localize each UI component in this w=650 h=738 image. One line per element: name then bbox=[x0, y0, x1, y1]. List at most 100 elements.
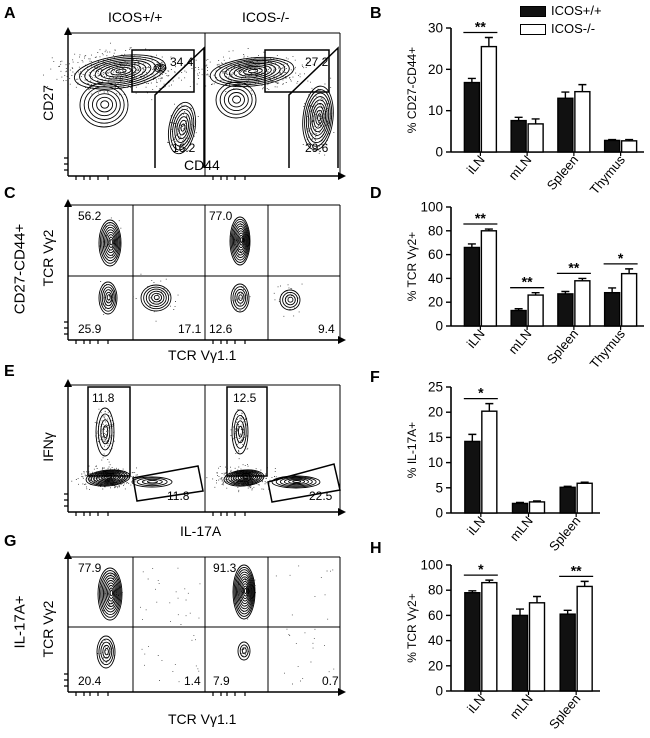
contour-line bbox=[107, 585, 116, 602]
contour-line bbox=[223, 88, 249, 112]
contour-line bbox=[229, 216, 251, 266]
contour-line bbox=[98, 638, 114, 666]
x-tick-label: mLN bbox=[505, 326, 534, 357]
contour-line bbox=[105, 291, 113, 304]
contour-line bbox=[91, 93, 117, 117]
contour-line bbox=[145, 288, 167, 307]
gate-a-ko-top bbox=[264, 49, 330, 93]
y-tick-label: 80 bbox=[428, 583, 443, 598]
contour-line bbox=[148, 290, 165, 305]
contour-line bbox=[219, 59, 286, 84]
y-tick-label: 80 bbox=[428, 223, 443, 238]
quad-value-c-wt-ll: 25.9 bbox=[78, 322, 102, 336]
contour-line bbox=[288, 479, 306, 485]
contour-line bbox=[279, 289, 301, 311]
gate-value-e-ko-top: 12.5 bbox=[233, 391, 257, 405]
bar-ko bbox=[527, 123, 544, 153]
contour-line bbox=[102, 577, 119, 610]
contour-line bbox=[79, 82, 129, 128]
contour-line bbox=[243, 67, 263, 75]
significance-label: * bbox=[618, 250, 624, 266]
panel-label-h: H bbox=[370, 540, 382, 557]
gate-value-a-ko-top: 27.2 bbox=[305, 55, 329, 69]
bar-ko bbox=[576, 482, 593, 514]
contour-line bbox=[230, 218, 250, 263]
x-tick-label: iLN bbox=[464, 513, 488, 538]
contour-line bbox=[102, 226, 119, 259]
gate-a-wt-top bbox=[131, 49, 195, 93]
contour-line bbox=[317, 113, 322, 122]
x-tick-label: iLN bbox=[464, 326, 488, 351]
quad-value-c-ko-ul: 77.0 bbox=[209, 209, 233, 223]
contour-line bbox=[106, 294, 111, 301]
flow-x-ticks bbox=[75, 512, 246, 516]
contour-line bbox=[234, 288, 247, 307]
contour-line bbox=[292, 480, 302, 483]
y-axis-label: % CD27-CD44+ bbox=[405, 47, 419, 133]
contour-line bbox=[174, 112, 191, 143]
contour-line bbox=[284, 478, 309, 486]
legend-swatch-ko bbox=[520, 23, 546, 35]
contour-line bbox=[239, 578, 251, 605]
y-tick-label: 0 bbox=[435, 145, 443, 160]
contour-line bbox=[106, 234, 116, 251]
contour-line bbox=[232, 95, 242, 104]
y-tick-label: 15 bbox=[428, 430, 443, 445]
contour-line bbox=[141, 478, 163, 485]
y-tick-label: 20 bbox=[428, 295, 443, 310]
error-bar bbox=[516, 608, 524, 616]
contour-line bbox=[100, 100, 110, 109]
bar-ko bbox=[620, 140, 638, 153]
error-bar bbox=[485, 402, 494, 412]
x-tick-label: Spleen bbox=[544, 326, 582, 367]
y-tick-label: 10 bbox=[428, 103, 443, 118]
contour-line bbox=[87, 89, 121, 120]
flow-x-ticks bbox=[75, 692, 246, 696]
contour-line bbox=[176, 116, 189, 140]
contour-line bbox=[287, 296, 294, 303]
contour-line bbox=[244, 588, 247, 594]
contour-line bbox=[143, 286, 170, 310]
contour-line bbox=[95, 407, 115, 457]
contour-line bbox=[237, 641, 251, 661]
quad-value-c-ko-lr: 9.4 bbox=[318, 322, 335, 336]
contour-line bbox=[239, 237, 243, 243]
contour-line bbox=[136, 477, 168, 487]
y-tick-label: 60 bbox=[428, 247, 443, 262]
y-axis-label: % IL-17A+ bbox=[405, 422, 419, 478]
bar-ko bbox=[528, 501, 546, 514]
significance-label: * bbox=[478, 561, 484, 577]
axis-label-tcr-vg2-g: TCR Vγ2 bbox=[40, 600, 56, 658]
x-tick-label: mLN bbox=[507, 513, 536, 544]
contour-line bbox=[73, 54, 167, 90]
contour-line bbox=[140, 284, 172, 312]
contour-line bbox=[102, 425, 109, 439]
bar-wt bbox=[559, 613, 576, 692]
contour-line bbox=[157, 66, 163, 70]
gate-value-a-wt-top: 34.4 bbox=[170, 55, 194, 69]
flow-x-ticks bbox=[75, 340, 246, 344]
contour-line bbox=[178, 119, 188, 136]
contour-line bbox=[167, 101, 197, 155]
gate-e-ko-top bbox=[226, 386, 268, 477]
axis-label-cd44: CD44 bbox=[184, 157, 220, 173]
axis-label-tcr-vg2-c: TCR Vγ2 bbox=[40, 229, 56, 287]
contour-line bbox=[237, 573, 253, 610]
contour-line bbox=[151, 292, 163, 303]
contour-line bbox=[104, 229, 118, 256]
contour-line bbox=[241, 583, 249, 600]
bar-ko bbox=[574, 280, 591, 327]
quad-value-g-ko-lr: 0.7 bbox=[322, 674, 339, 688]
legend-label-wt: ICOS+/+ bbox=[551, 3, 602, 18]
y-tick-label: 40 bbox=[428, 633, 443, 648]
x-tick-label: iLN bbox=[464, 152, 488, 177]
contour-line bbox=[100, 284, 117, 312]
contour-line bbox=[108, 236, 114, 248]
contour-line bbox=[305, 92, 331, 144]
contour-line bbox=[83, 86, 125, 124]
bar-wt bbox=[559, 486, 576, 514]
legend-item-wt: ICOS+/+ bbox=[520, 2, 602, 20]
contour-line bbox=[105, 582, 117, 605]
